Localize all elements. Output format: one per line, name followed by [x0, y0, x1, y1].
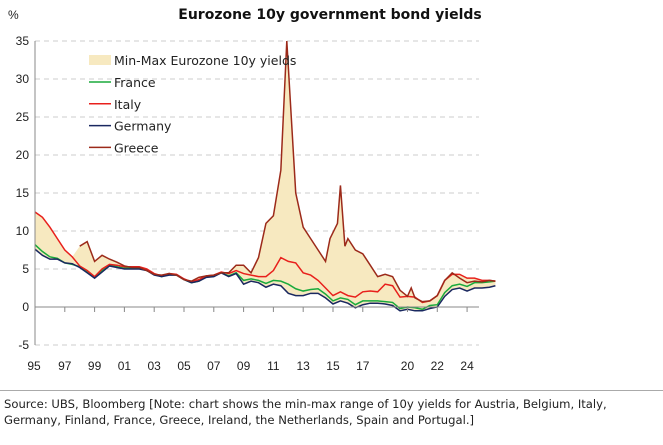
legend-label-germany: Germany [114, 119, 172, 134]
x-tick-label: 95 [27, 359, 41, 373]
y-axis-label: % [8, 8, 19, 22]
x-tick-label: 03 [148, 359, 162, 373]
x-tick-label: 01 [118, 359, 132, 373]
chart-title: Eurozone 10y government bond yields [178, 7, 481, 23]
x-tick-label: 11 [267, 359, 280, 373]
x-tick-label: 22 [431, 359, 445, 373]
x-tick-label: 07 [207, 359, 221, 373]
x-tick-label: 20 [401, 359, 415, 373]
divider [0, 390, 663, 391]
x-tick-label: 24 [460, 359, 474, 373]
x-tick-label: 05 [177, 359, 191, 373]
y-tick-label: 35 [16, 34, 30, 48]
y-tick-label: 20 [16, 148, 30, 162]
x-tick-label: 17 [356, 359, 370, 373]
legend-swatch-band [89, 55, 111, 65]
x-tick-label: 13 [297, 359, 311, 373]
legend-label-italy: Italy [114, 97, 142, 112]
y-tick-label: 15 [16, 186, 30, 200]
legend-label-france: France [114, 75, 156, 90]
x-tick-label: 15 [326, 359, 340, 373]
y-tick-label: 0 [22, 300, 29, 314]
x-tick-label: 99 [88, 359, 102, 373]
y-tick-label: -5 [18, 338, 29, 352]
x-tick-label: 97 [58, 359, 72, 373]
y-tick-label: 10 [16, 224, 30, 238]
min-max-band [35, 41, 496, 311]
chart: Eurozone 10y government bond yields % -5… [8, 7, 496, 373]
y-tick-label: 5 [22, 262, 29, 276]
y-tick-label: 30 [16, 72, 30, 86]
y-tick-label: 25 [16, 110, 30, 124]
series-line-germany [34, 248, 496, 312]
legend-label-greece: Greece [114, 140, 159, 155]
source-note: Source: UBS, Bloomberg [Note: chart show… [4, 397, 607, 427]
x-tick-label: 09 [237, 359, 251, 373]
legend-label-band: Min-Max Eurozone 10y yields [114, 53, 296, 68]
series-line-greece [79, 40, 496, 303]
